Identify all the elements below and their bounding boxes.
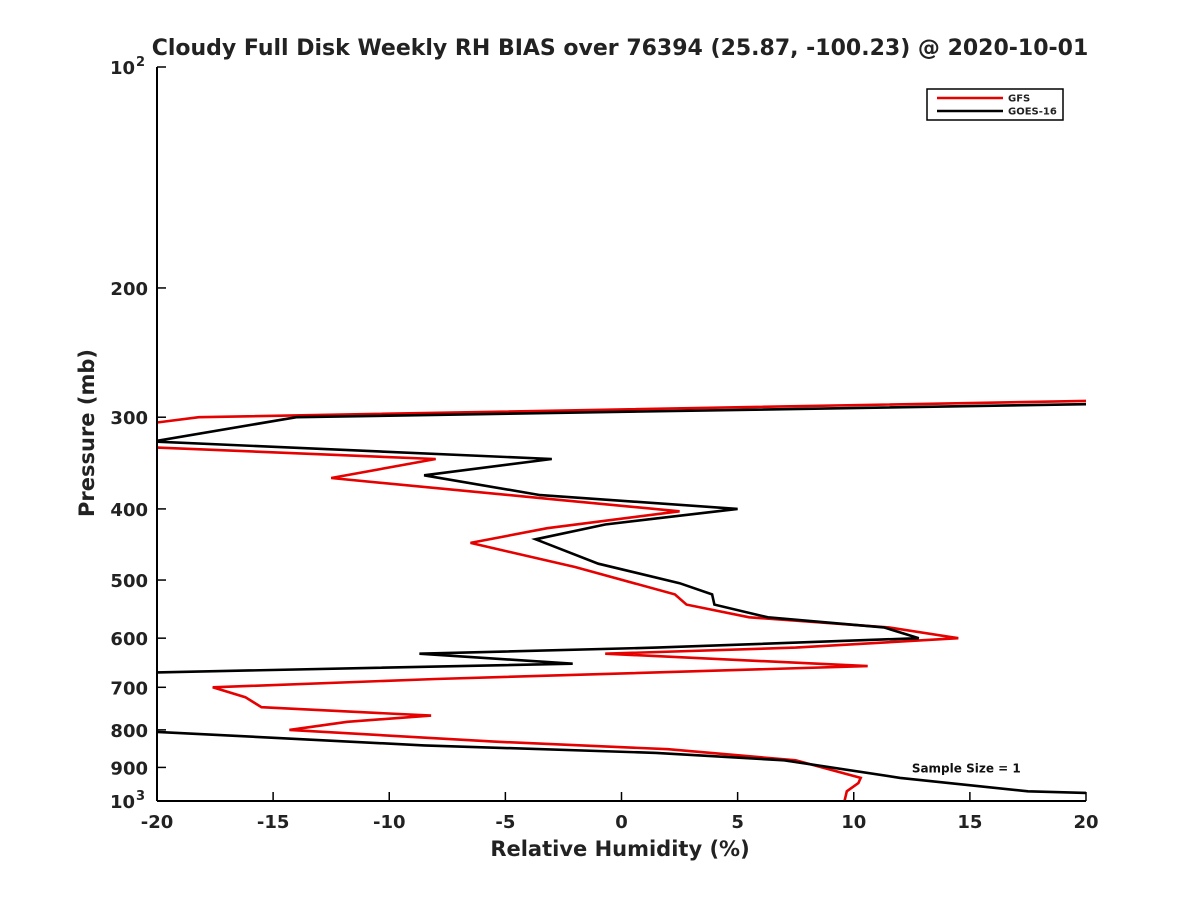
y-tick-label: 400: [110, 500, 148, 521]
legend-box: [926, 88, 1064, 121]
x-axis-label: Relative Humidity (%): [490, 837, 749, 861]
chart-title: Cloudy Full Disk Weekly RH BIAS over 763…: [152, 36, 1089, 61]
y-tick-label: 600: [110, 629, 148, 650]
y-tick-exponent: 3: [136, 789, 145, 804]
x-tick-label: 5: [731, 812, 744, 833]
x-tick-label: -5: [495, 812, 515, 833]
sample-size-annotation: Sample Size = 1: [912, 761, 1021, 775]
x-tick-label: -10: [373, 812, 406, 833]
x-tick-label: 10: [841, 812, 866, 833]
legend-label-goes16: GOES-16: [1008, 107, 1057, 118]
x-tick-label: 20: [1073, 812, 1098, 833]
y-tick-exponent: 2: [136, 55, 145, 70]
y-tick-label: 10: [110, 792, 135, 813]
y-tick-label: 800: [110, 721, 148, 742]
x-tick-label: -20: [141, 812, 174, 833]
series-layer: [157, 399, 1086, 802]
x-tick-label: 15: [957, 812, 982, 833]
series-line-goes16: [157, 402, 1086, 795]
y-tick-label: 500: [110, 571, 148, 592]
series-line-gfs: [157, 399, 1086, 802]
x-tick-label: 0: [615, 812, 628, 833]
y-axis-label: Pressure (mb): [75, 349, 99, 517]
legend-label-gfs: GFS: [1008, 94, 1030, 105]
y-tick-label: 700: [110, 678, 148, 699]
y-tick-label: 10: [110, 58, 135, 79]
x-tick-label: -15: [257, 812, 290, 833]
y-tick-label: 900: [110, 758, 148, 779]
y-tick-label: 200: [110, 279, 148, 300]
legend: GFS GOES-16: [926, 88, 1064, 121]
y-tick-label: 300: [110, 408, 148, 429]
